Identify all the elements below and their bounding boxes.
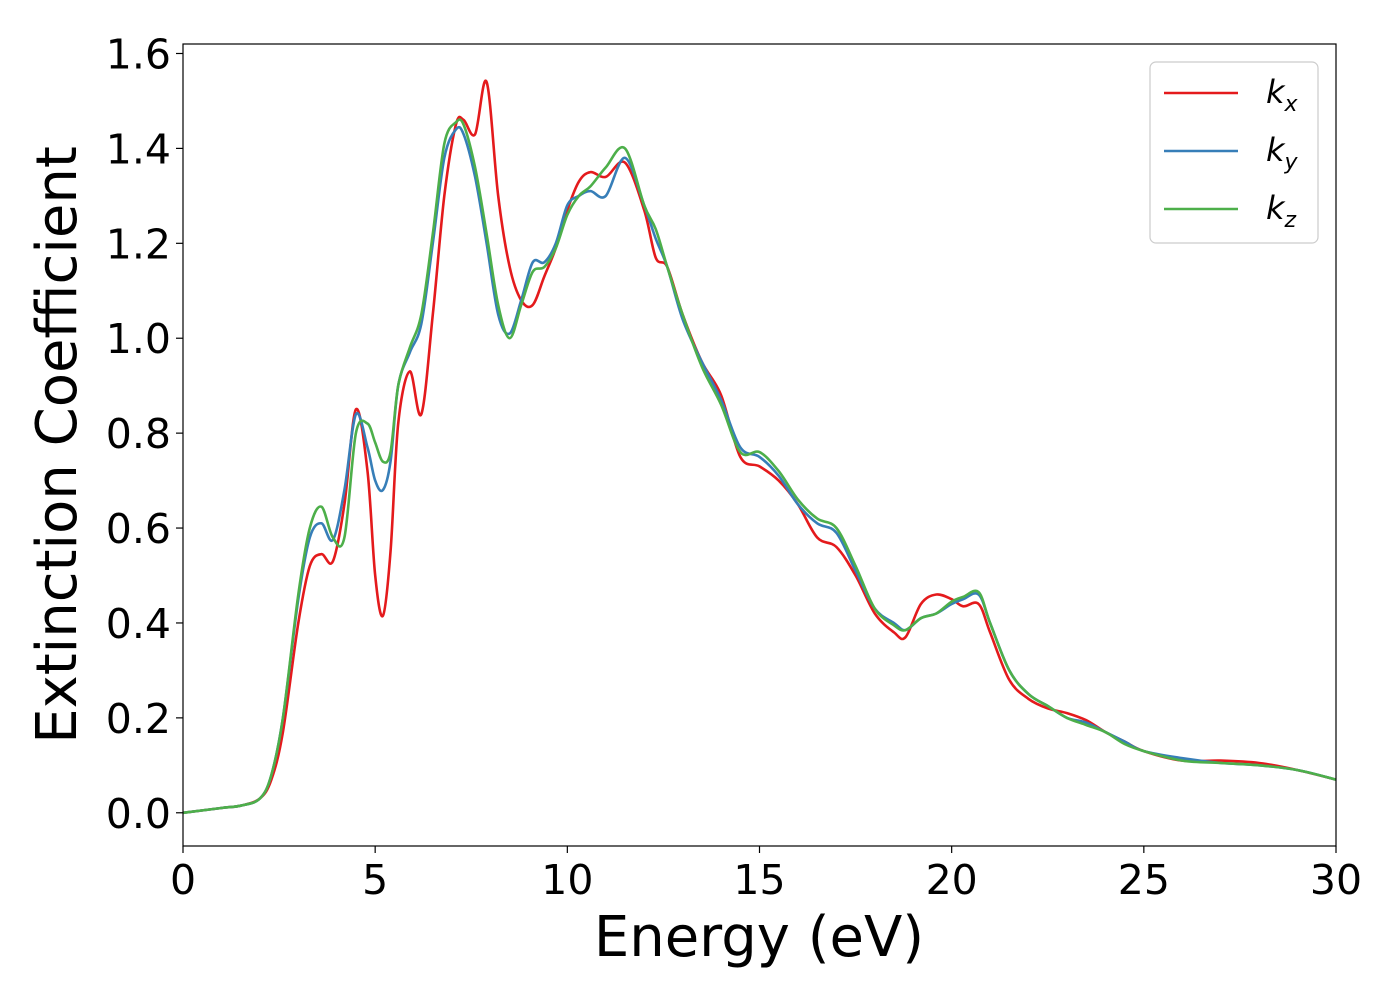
y-tick-label: 0.4 (106, 600, 171, 648)
x-tick-label: 25 (1118, 856, 1170, 904)
x-tick-label: 30 (1310, 856, 1362, 904)
y-tick-label: 1.4 (106, 125, 171, 173)
legend: kx ky kz (1149, 61, 1319, 244)
x-tick-label: 0 (170, 856, 196, 904)
legend-box (1149, 61, 1319, 244)
x-tick-label: 5 (362, 856, 388, 904)
series-layer (182, 79, 1337, 815)
y-tick-label: 0.0 (106, 790, 171, 838)
x-axis-label: Energy (eV) (594, 905, 924, 970)
series-line-x (182, 79, 1337, 815)
x-axis: 0 5 10 15 20 25 30 (170, 846, 1362, 904)
series-line-z (182, 118, 1337, 815)
x-tick-label: 15 (733, 856, 785, 904)
y-axis-label: Extinction Coefficient (25, 146, 90, 744)
legend-label-z: kz (1266, 189, 1297, 233)
x-tick-label: 20 (926, 856, 978, 904)
y-axis: 0.0 0.2 0.4 0.6 0.8 1.0 1.2 1.4 1.6 (106, 30, 183, 838)
legend-label-x: kx (1266, 73, 1299, 117)
y-tick-label: 0.8 (106, 410, 171, 458)
y-tick-label: 1.0 (106, 315, 171, 363)
y-tick-label: 0.2 (106, 695, 171, 743)
y-tick-label: 1.2 (106, 220, 171, 268)
y-tick-label: 0.6 (106, 505, 171, 553)
y-tick-label: 1.6 (106, 30, 171, 78)
legend-label-y: ky (1266, 131, 1299, 175)
x-tick-label: 10 (541, 856, 593, 904)
